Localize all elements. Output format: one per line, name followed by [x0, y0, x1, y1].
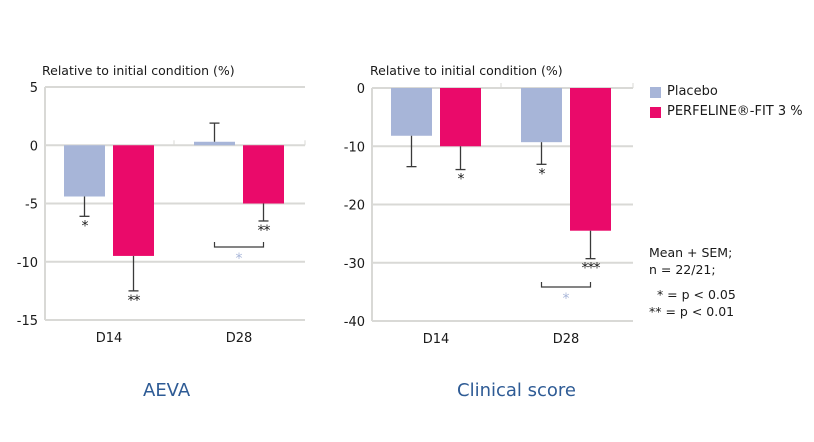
- x-tick-label: D14: [423, 332, 450, 347]
- statistics-notes: Mean + SEM; n = 22/21; * = p < 0.05 ** =…: [649, 244, 736, 320]
- bar-placebo-d28: [521, 88, 562, 143]
- between-group-bracket: [213, 242, 265, 248]
- y-tick-label: 0: [30, 139, 38, 154]
- x-tick-label: D14: [96, 331, 123, 346]
- y-tick-label: -40: [344, 315, 365, 330]
- y-axis-label: Relative to initial condition (%): [370, 63, 563, 78]
- bar-perfeline-d28: [570, 88, 611, 231]
- between-group-bracket: [540, 282, 592, 288]
- y-tick-label: -30: [344, 257, 365, 272]
- chart-caption-aeva: AEVA: [143, 380, 191, 401]
- y-tick-label: -15: [17, 314, 38, 329]
- significance-marker: *: [82, 218, 89, 234]
- legend-swatch-perfeline: [650, 106, 661, 118]
- bar-placebo-d14: [391, 88, 432, 136]
- bar-perfeline-d14: [113, 145, 154, 256]
- y-tick-label: -10: [344, 140, 365, 155]
- y-tick-label: 5: [30, 81, 38, 96]
- x-tick-label: D28: [226, 331, 253, 346]
- note-mean-sem: Mean + SEM;: [649, 245, 733, 260]
- chart-caption-clinical-score: Clinical score: [457, 380, 576, 401]
- y-tick-label: -20: [344, 199, 365, 214]
- significance-marker: ***: [582, 261, 601, 277]
- y-tick-label: -5: [25, 198, 38, 213]
- between-group-significance: *: [236, 251, 243, 267]
- legend-label-perfeline: PERFELINE®-FIT 3 %: [667, 104, 803, 119]
- significance-marker: *: [458, 172, 465, 188]
- bar-perfeline-d28: [243, 145, 284, 204]
- legend-swatch-placebo: [650, 86, 661, 98]
- between-group-significance: *: [563, 291, 570, 307]
- note-sample-size: n = 22/21;: [649, 262, 716, 277]
- note-p001: ** = p < 0.01: [649, 304, 735, 319]
- legend-item-perfeline: PERFELINE®-FIT 3 %: [650, 102, 803, 122]
- x-tick-label: D28: [553, 332, 580, 347]
- significance-marker: **: [128, 293, 141, 309]
- legend: Placebo PERFELINE®-FIT 3 %: [650, 82, 803, 122]
- note-p005: * = p < 0.05: [649, 287, 736, 302]
- legend-label-placebo: Placebo: [667, 84, 718, 99]
- significance-marker: **: [258, 223, 271, 239]
- y-tick-label: 0: [357, 82, 365, 97]
- significance-marker: *: [539, 166, 546, 182]
- bar-placebo-d28: [194, 141, 235, 146]
- bar-placebo-d14: [64, 145, 105, 197]
- bar-perfeline-d14: [440, 88, 481, 147]
- y-axis-label: Relative to initial condition (%): [42, 63, 235, 78]
- legend-item-placebo: Placebo: [650, 82, 803, 102]
- y-tick-label: -10: [17, 256, 38, 271]
